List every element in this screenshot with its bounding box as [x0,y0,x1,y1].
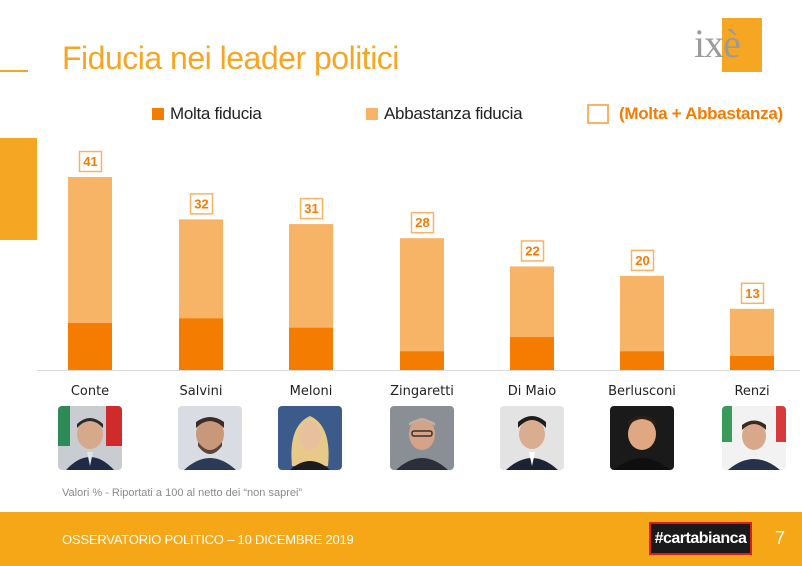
category-label-berlusconi: Berlusconi [608,384,676,399]
total-box-renzi [740,282,765,305]
logo-box [722,18,762,72]
total-label-di-maio: 22 [525,243,539,258]
category-label-conte: Conte [71,384,109,399]
total-box-di-maio [520,240,545,262]
bar-abbastanza-meloni [289,224,333,328]
total-box-berlusconi [630,249,655,272]
legend-label-molta: Molta fiducia [170,104,262,123]
bar-abbastanza-renzi [730,308,774,356]
logo-text: ixè [694,21,741,66]
bar-molta-renzi [730,355,774,370]
legend-label-totale: (Molta + Abbastanza) [619,104,783,123]
bar-abbastanza-zingaretti [400,238,444,352]
bar-molta-salvini [179,318,223,370]
bar-molta-meloni [289,327,333,370]
page-number: 7 [775,528,786,548]
category-label-meloni: Meloni [290,384,333,399]
legend-swatch-molta [152,108,164,120]
bar-abbastanza-di-maio [510,266,554,338]
page-title: Fiducia nei leader politici [62,40,399,76]
bar-molta-di-maio [510,337,554,370]
total-box-salvini [189,193,214,215]
category-label-di-maio: Di Maio [508,384,557,399]
photo-berlusconi [610,406,674,470]
ixe-logo: ixè [694,18,762,72]
photo-di-maio [500,406,564,470]
category-label-zingaretti: Zingaretti [390,384,454,399]
category-label-salvini: Salvini [180,384,223,399]
total-label-salvini: 32 [194,196,208,211]
legend-label-abbastanza: Abbastanza fiducia [384,104,523,123]
photo-renzi [722,406,786,470]
total-box-meloni [299,197,324,220]
bar-chart: 41 Conte 32 Salvini 31 Meloni 28 Zingaretti 22 Di… [37,150,800,399]
legend-swatch-abbastanza [366,108,378,120]
title-accent-line [0,70,28,72]
legend-swatch-totale [587,104,609,124]
total-label-berlusconi: 20 [635,253,649,268]
legend-item-molta: Molta fiducia [152,102,262,126]
bar-abbastanza-salvini [179,219,223,319]
legend-item-totale: (Molta + Abbastanza) [587,102,783,126]
total-label-zingaretti: 28 [415,215,429,230]
bar-molta-zingaretti [400,351,444,370]
footer-text: OSSERVATORIO POLITICO – 10 DICEMBRE 2019 [62,532,354,547]
photo-conte [58,406,122,470]
total-label-renzi: 13 [745,286,759,301]
total-box-conte [78,150,103,173]
bar-molta-berlusconi [620,351,664,370]
legend-item-abbastanza: Abbastanza fiducia [366,102,523,126]
bar-molta-conte [68,322,112,370]
category-label-renzi: Renzi [734,384,769,399]
photo-meloni [278,406,342,470]
total-box-zingaretti [410,211,435,234]
total-label-conte: 41 [83,154,97,169]
bar-abbastanza-conte [68,177,112,323]
footnote: Valori % - Riportati a 100 al netto dei … [62,487,303,499]
total-label-meloni: 31 [304,201,318,216]
side-accent-bar [0,138,37,240]
bar-abbastanza-berlusconi [620,275,664,352]
cartabianca-brand: #cartabianca [649,522,752,555]
photo-salvini [178,406,242,470]
photo-zingaretti [390,406,454,470]
